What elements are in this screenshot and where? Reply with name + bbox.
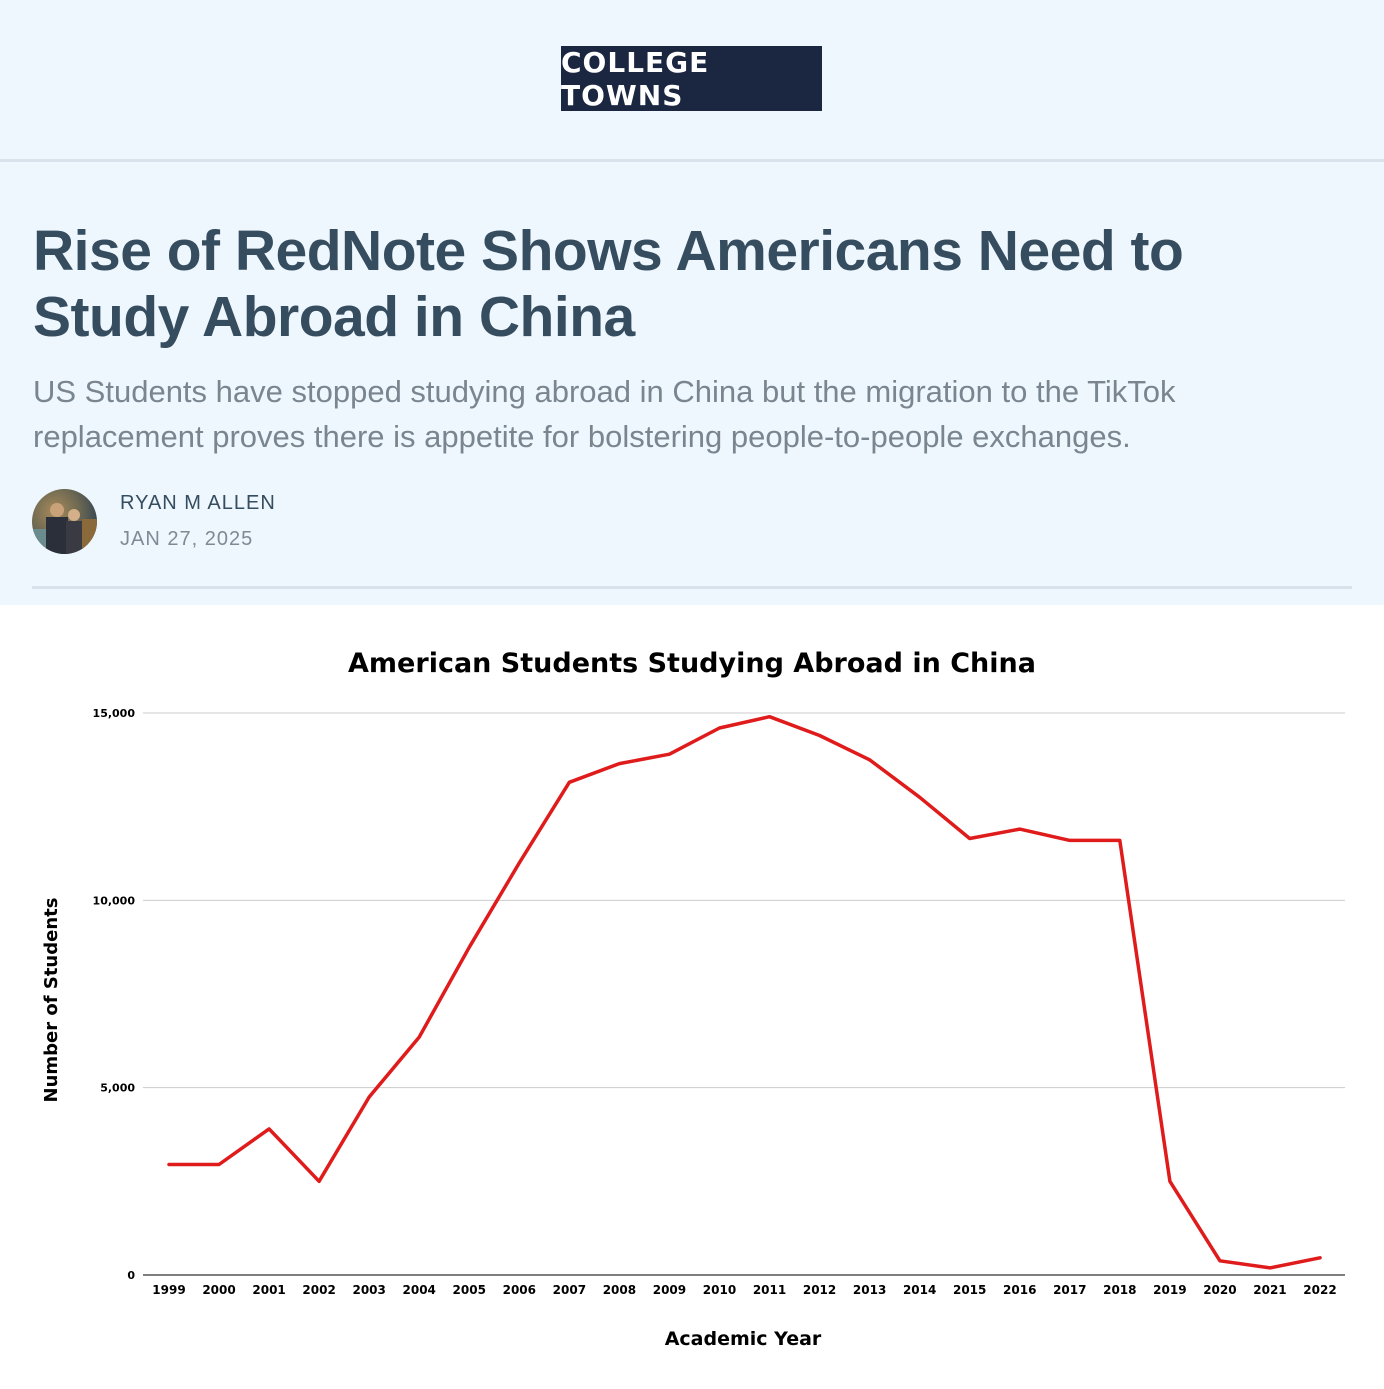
x-tick-label: 2004 [403, 1283, 436, 1297]
y-tick-label: 0 [127, 1269, 135, 1282]
x-tick-label: 2001 [252, 1283, 285, 1297]
x-tick-label: 2000 [202, 1283, 235, 1297]
x-tick-label: 2012 [803, 1283, 836, 1297]
x-tick-label: 2017 [1053, 1283, 1086, 1297]
x-tick-labels: 1999 2000 2001 2002 2003 2004 2005 2006 2007 2008… [152, 1283, 1336, 1297]
series-line [167, 714, 1322, 1270]
y-tick-label: 10,000 [93, 894, 136, 907]
x-tick-label: 2006 [503, 1283, 536, 1297]
y-axis-label: Number of Students [41, 898, 62, 1103]
article-divider [32, 586, 1352, 589]
author-name[interactable]: RYAN M ALLEN [120, 492, 276, 514]
x-tick-label: 2010 [703, 1283, 736, 1297]
x-tick-label: 2011 [753, 1283, 786, 1297]
x-tick-label: 2009 [653, 1283, 686, 1297]
x-tick-label: 2013 [853, 1283, 886, 1297]
x-tick-label: 2015 [953, 1283, 986, 1297]
article-title: Rise of RedNote Shows Americans Need to … [33, 219, 1184, 349]
x-tick-label: 2014 [903, 1283, 936, 1297]
gridlines [143, 712, 1345, 1089]
x-axis-label: Academic Year [665, 1328, 822, 1350]
header-divider [0, 159, 1384, 162]
x-tick-label: 2005 [453, 1283, 486, 1297]
x-tick-label: 2021 [1253, 1283, 1286, 1297]
site-logo-text: COLLEGE TOWNS [561, 45, 710, 112]
publish-date: JAN 27, 2025 [120, 528, 254, 550]
x-tick-label: 2008 [603, 1283, 636, 1297]
x-tick-label: 2020 [1203, 1283, 1236, 1297]
x-tick-label: 2016 [1003, 1283, 1036, 1297]
site-logo[interactable]: COLLEGE TOWNS [561, 45, 822, 112]
y-tick-label: 5,000 [100, 1082, 135, 1095]
author-avatar[interactable] [32, 489, 97, 554]
x-tick-label: 2022 [1303, 1283, 1336, 1297]
y-tick-labels: 0 5,000 10,000 15,000 [93, 707, 136, 1282]
x-tick-label: 2019 [1153, 1283, 1186, 1297]
x-tick-label: 2018 [1103, 1283, 1136, 1297]
y-tick-label: 15,000 [93, 707, 136, 720]
chart-title: American Students Studying Abroad in Chi… [348, 648, 1036, 679]
chart-background [0, 605, 1384, 1389]
x-tick-label: 2002 [302, 1283, 335, 1297]
article-subtitle: US Students have stopped studying abroad… [33, 374, 1176, 454]
x-tick-label: 1999 [152, 1283, 185, 1297]
chart: American Students Studying Abroad in Chi… [0, 605, 1384, 1389]
x-tick-label: 2007 [553, 1283, 586, 1297]
x-tick-label: 2003 [352, 1283, 385, 1297]
